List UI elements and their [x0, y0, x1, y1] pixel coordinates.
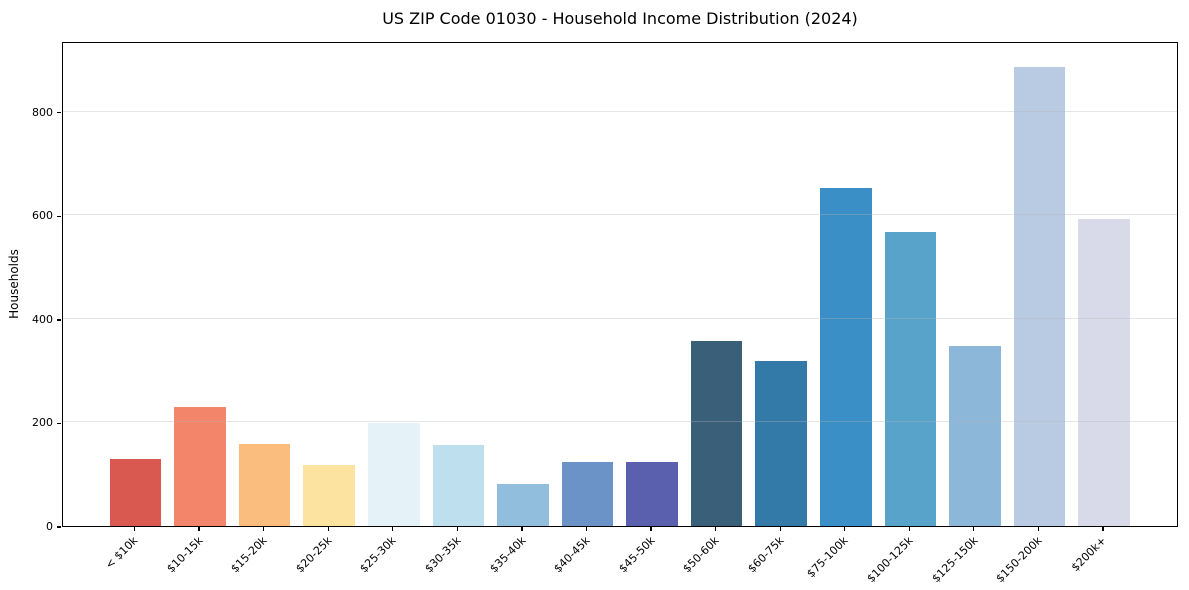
bar-$45-50k	[626, 461, 678, 526]
x-tick-label: $100-125k	[864, 534, 916, 586]
bar-$15-20k	[238, 443, 291, 526]
gridline	[63, 421, 1177, 423]
bar-$150-200k	[1013, 66, 1066, 526]
y-tick-mark	[57, 319, 61, 321]
bar-$10-15k	[174, 406, 226, 526]
x-tick-mark	[908, 527, 910, 531]
y-tick-mark	[57, 422, 61, 425]
bar-$35-40k	[497, 484, 549, 526]
bar-$50-60k	[690, 341, 743, 526]
x-tick-label: $20-25k	[293, 534, 335, 576]
y-tick-label: 200	[32, 416, 53, 430]
chart-title: US ZIP Code 01030 - Household Income Dis…	[382, 9, 858, 28]
x-tick-mark	[521, 527, 523, 531]
y-tick-label: 0	[46, 520, 53, 533]
bar-$125-150k	[949, 346, 1001, 526]
x-tick-label: $15-20k	[228, 534, 270, 576]
x-tick-mark	[1037, 527, 1040, 531]
x-tick-label: $45-50k	[615, 534, 658, 576]
y-tick-mark	[57, 112, 61, 114]
x-tick-label: $60-75k	[745, 534, 787, 576]
x-tick-mark	[650, 527, 652, 531]
bar-$60-75k	[755, 360, 807, 526]
bar-< $10k	[109, 458, 162, 526]
bar-$75-100k	[820, 188, 872, 526]
x-tick-label: $75-100k	[804, 534, 851, 581]
x-tick-label: $50-60k	[680, 534, 722, 576]
x-tick-mark	[133, 527, 136, 531]
x-tick-mark	[456, 527, 458, 531]
y-tick-label: 800	[32, 105, 53, 119]
x-tick-label: < $10k	[103, 534, 141, 572]
plot-area	[62, 42, 1178, 527]
x-tick-mark	[327, 527, 329, 531]
x-tick-mark	[779, 527, 781, 531]
x-tick-label: $35-40k	[486, 534, 529, 576]
x-tick-mark	[715, 527, 717, 531]
gridline	[63, 214, 1177, 216]
gridline	[63, 317, 1177, 319]
y-tick-label: 400	[32, 312, 53, 326]
x-tick-mark	[198, 527, 200, 531]
x-tick-label: $150-200k	[993, 534, 1045, 586]
y-tick-mark	[57, 215, 61, 218]
gridline	[63, 110, 1177, 112]
x-tick-label: $10-15k	[163, 534, 206, 576]
x-tick-mark	[1102, 527, 1104, 531]
bar-$25-30k	[368, 423, 420, 526]
y-axis-label: Households	[7, 249, 21, 319]
x-tick-mark	[585, 527, 588, 531]
bar-$100-125k	[884, 232, 937, 526]
x-tick-mark	[973, 527, 975, 531]
x-tick-label: $125-150k	[928, 534, 981, 586]
bar-$40-45k	[561, 461, 614, 526]
x-tick-label: $30-35k	[422, 534, 464, 576]
bar-$30-35k	[432, 445, 485, 526]
x-tick-mark	[392, 527, 394, 531]
x-tick-mark	[844, 527, 846, 531]
bar-$20-25k	[303, 464, 355, 526]
bar-$200k+	[1078, 219, 1130, 526]
y-tick-mark	[57, 526, 61, 528]
x-tick-mark	[263, 527, 265, 531]
y-tick-label: 600	[32, 209, 53, 223]
x-tick-label: $40-45k	[551, 534, 593, 576]
x-tick-label: $25-30k	[357, 534, 399, 576]
x-tick-label: $200k+	[1069, 534, 1110, 575]
